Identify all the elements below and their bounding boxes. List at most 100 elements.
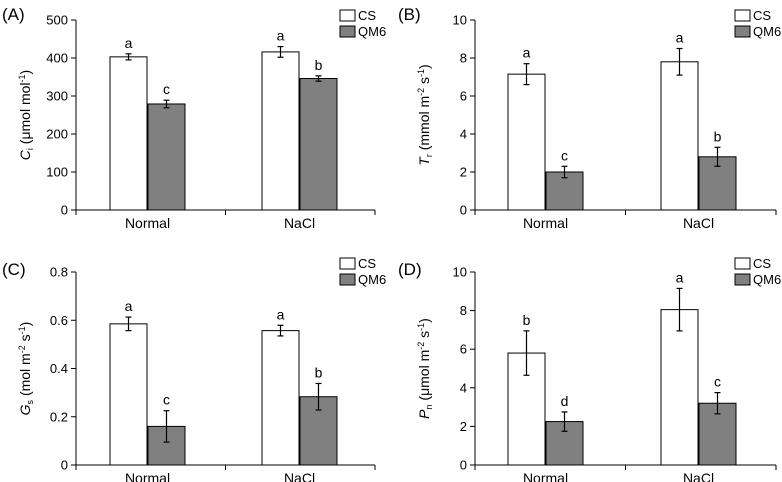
ylabel-close: ) — [416, 64, 432, 69]
legend-swatch — [734, 257, 751, 270]
x-category-label: Normal — [523, 470, 568, 482]
legend-swatch — [734, 25, 751, 38]
bar-cs-nacl — [660, 309, 699, 466]
significance-letter: b — [315, 364, 323, 380]
y-tick-label: 0.4 — [50, 361, 68, 376]
y-tick-label: 0.8 — [50, 265, 68, 280]
panel-label: (D) — [398, 260, 422, 279]
legend-label: QM6 — [753, 272, 781, 287]
ylabel-exponent: -2 — [17, 345, 27, 353]
y-tick-label: 2 — [460, 419, 467, 434]
y-tick-label: 8 — [460, 51, 467, 66]
y-axis-label: Ci (μmol mol-1) — [17, 70, 35, 160]
significance-letter: a — [277, 306, 285, 322]
ylabel-close: ) — [17, 70, 33, 75]
significance-letter: a — [125, 35, 133, 51]
legend-swatch — [339, 25, 356, 38]
legend-swatch — [339, 273, 356, 286]
ylabel-exponent-2: -1 — [416, 323, 426, 331]
y-tick-label: 6 — [460, 342, 467, 357]
ylabel-unit: (mol m — [17, 353, 33, 400]
x-category-label: NaCl — [683, 215, 714, 231]
y-axis-label: Gs (mol m-2 s-1) — [17, 322, 35, 416]
ylabel-unit: (μmol mol — [17, 82, 33, 148]
x-category-label: NaCl — [683, 470, 714, 482]
legend-swatch — [734, 9, 751, 22]
y-tick-label: 100 — [46, 165, 68, 180]
legend-label: QM6 — [358, 24, 386, 39]
ylabel-exponent-2: -1 — [17, 326, 27, 334]
y-tick-label: 400 — [46, 51, 68, 66]
ylabel-symbol: T — [416, 156, 432, 166]
legend-swatch — [734, 273, 751, 286]
legend-label: QM6 — [753, 24, 781, 39]
legend-label: CS — [753, 256, 771, 271]
y-tick-label: 300 — [46, 89, 68, 104]
significance-letter: a — [676, 30, 684, 46]
panel-label: (A) — [2, 5, 25, 24]
significance-letter: a — [125, 298, 133, 314]
ylabel-unit-2: s — [416, 77, 432, 88]
ylabel-subscript: r — [424, 154, 434, 157]
y-tick-label: 200 — [46, 127, 68, 142]
y-tick-label: 8 — [460, 303, 467, 318]
y-tick-label: 6 — [460, 89, 467, 104]
ylabel-unit-2: s — [416, 331, 432, 342]
bar-cs-normal — [507, 73, 546, 211]
ylabel-exponent: -2 — [416, 342, 426, 350]
legend-label: CS — [358, 256, 376, 271]
ylabel-subscript: s — [25, 399, 35, 404]
x-category-label: Normal — [125, 470, 170, 482]
y-tick-label: 4 — [460, 380, 467, 395]
ylabel-subscript: i — [25, 148, 35, 150]
x-category-label: Normal — [523, 215, 568, 231]
bar-cs-nacl — [660, 61, 699, 211]
ylabel-close: ) — [17, 322, 33, 327]
legend-label: CS — [753, 8, 771, 23]
significance-letter: c — [163, 392, 170, 408]
panel-label: (C) — [2, 260, 26, 279]
bar-qm6-normal — [147, 103, 186, 211]
legend-label: QM6 — [358, 272, 386, 287]
legend-label: CS — [358, 8, 376, 23]
legend-swatch — [339, 9, 356, 22]
bar-cs-normal — [109, 56, 148, 211]
ylabel-subscript: n — [424, 404, 434, 409]
legend-swatch — [339, 257, 356, 270]
y-tick-label: 0 — [61, 203, 68, 218]
significance-letter: c — [714, 374, 721, 390]
y-tick-label: 10 — [453, 13, 467, 28]
y-tick-label: 0.6 — [50, 313, 68, 328]
significance-letter: c — [163, 81, 170, 97]
significance-letter: c — [561, 147, 568, 163]
ylabel-close: ) — [416, 318, 432, 323]
significance-letter: b — [315, 57, 323, 73]
bar-cs-nacl — [261, 51, 300, 211]
ylabel-symbol: G — [17, 404, 33, 415]
significance-letter: b — [523, 312, 531, 328]
panel-label: (B) — [398, 5, 421, 24]
significance-letter: d — [561, 393, 569, 409]
y-axis-label: Tr (mmol m-2 s-1) — [416, 64, 434, 165]
significance-letter: a — [277, 28, 285, 44]
y-tick-label: 0 — [61, 458, 68, 473]
y-tick-label: 4 — [460, 127, 467, 142]
x-category-label: NaCl — [284, 215, 315, 231]
y-tick-label: 500 — [46, 13, 68, 28]
x-category-label: NaCl — [284, 470, 315, 482]
bar-cs-nacl — [261, 330, 300, 466]
y-axis-label: Pn (μmol m-2 s-1) — [416, 318, 434, 419]
bar-cs-normal — [109, 323, 148, 466]
x-category-label: Normal — [125, 215, 170, 231]
ylabel-exponent: -2 — [416, 88, 426, 96]
ylabel-unit: (μmol m — [416, 350, 432, 405]
y-tick-label: 10 — [453, 265, 467, 280]
bar-qm6-nacl — [299, 78, 338, 211]
ylabel-symbol: C — [17, 149, 33, 160]
significance-letter: b — [714, 128, 722, 144]
ylabel-symbol: P — [416, 409, 432, 419]
